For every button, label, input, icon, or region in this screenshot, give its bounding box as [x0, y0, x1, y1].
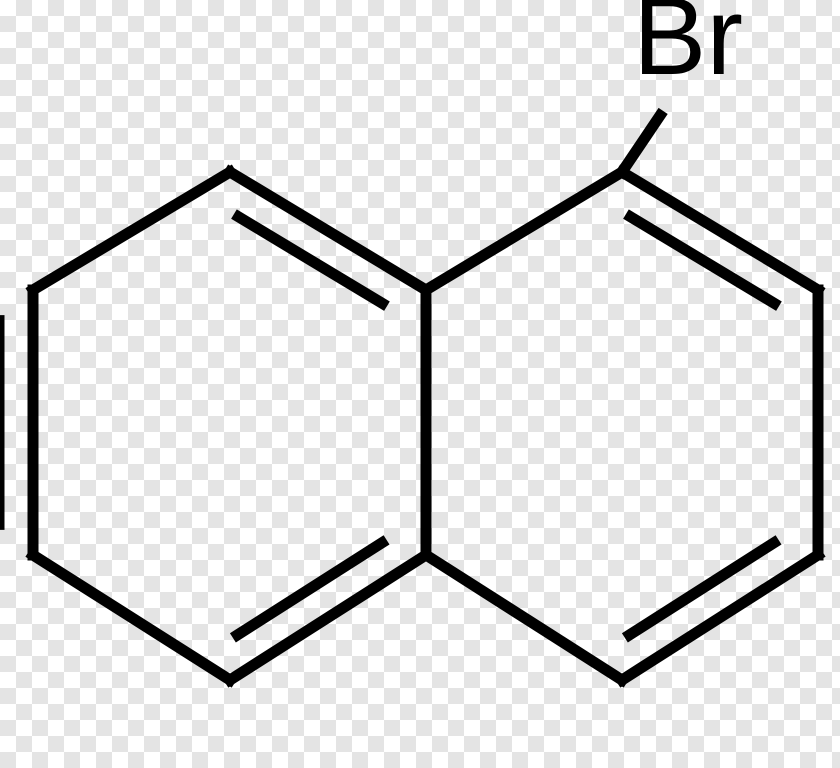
bond [426, 172, 622, 290]
bond [238, 543, 382, 635]
atom-label-br: Br [633, 0, 743, 98]
molecule-diagram: Br [0, 0, 840, 768]
bond-layer [0, 115, 818, 680]
bond [33, 172, 230, 290]
bond [622, 115, 660, 172]
bond [33, 555, 230, 680]
bond [239, 217, 383, 303]
bond [426, 555, 622, 680]
bond [630, 543, 774, 635]
bond [631, 217, 775, 303]
